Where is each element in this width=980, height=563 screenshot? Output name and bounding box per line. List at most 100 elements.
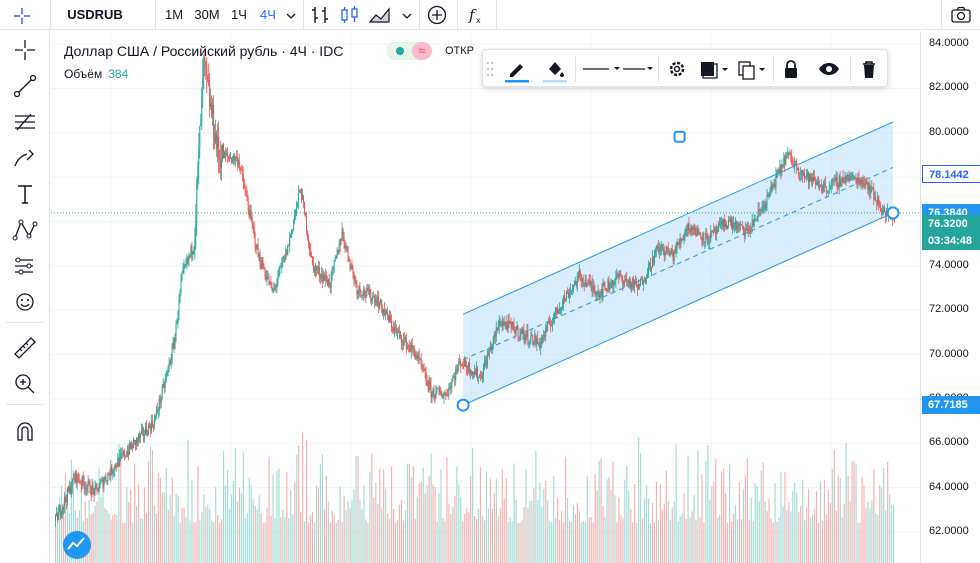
line-style-icon[interactable]: [579, 53, 623, 85]
candle-body: [370, 289, 372, 302]
volume-bar: [626, 465, 628, 563]
candle-body: [482, 368, 484, 377]
lock-icon[interactable]: [775, 53, 807, 85]
candle-body: [691, 226, 693, 230]
candle-body: [638, 284, 640, 290]
volume-bar: [802, 480, 804, 563]
candle-body: [246, 194, 248, 202]
candle-body: [580, 274, 582, 282]
line-width-icon[interactable]: [619, 53, 655, 85]
candle-body: [328, 279, 330, 287]
volume-bar: [541, 506, 543, 563]
status-dot-icon: [396, 47, 404, 55]
volume-bar: [343, 495, 345, 563]
candle-body: [158, 398, 160, 411]
settings-icon[interactable]: [661, 53, 693, 85]
add-indicator-icon[interactable]: [426, 5, 448, 27]
candle-body: [485, 361, 487, 366]
pattern-icon[interactable]: [9, 214, 41, 246]
prediction-icon[interactable]: [9, 250, 41, 282]
price-chart[interactable]: [51, 31, 920, 563]
symbol-search-button[interactable]: USDRUB: [67, 7, 123, 22]
volume-bar: [132, 522, 134, 563]
candle-body: [771, 185, 773, 189]
bar-chart-icon[interactable]: [310, 5, 332, 25]
candle-body: [96, 485, 98, 488]
volume-bar: [677, 521, 679, 563]
candle-body: [520, 330, 522, 335]
crosshair-icon[interactable]: [9, 34, 41, 66]
emoji-icon[interactable]: [9, 286, 41, 318]
volume-bar: [624, 479, 626, 563]
volume-bar: [365, 519, 367, 563]
area-chart-icon[interactable]: [368, 5, 392, 25]
candle-body: [200, 122, 202, 127]
pencil-icon[interactable]: [501, 53, 533, 85]
candle-body: [727, 220, 729, 226]
text-icon[interactable]: [9, 178, 41, 210]
volume-bar: [197, 465, 199, 563]
drag-handle-icon[interactable]: [486, 60, 494, 78]
volume-bar: [481, 515, 484, 563]
brush-icon[interactable]: [9, 142, 41, 174]
trash-icon[interactable]: [853, 53, 885, 85]
volume-bar: [746, 458, 748, 563]
candle-body: [284, 256, 286, 260]
candle-body: [423, 369, 425, 371]
clone-icon[interactable]: [733, 53, 769, 85]
volume-bar: [141, 518, 144, 563]
volume-bar: [562, 522, 565, 563]
interval-1h-button[interactable]: 1Ч: [231, 7, 247, 22]
interval-30m-button[interactable]: 30M: [194, 7, 220, 22]
zoom-in-icon[interactable]: [9, 368, 41, 400]
eye-icon[interactable]: [813, 53, 845, 85]
candle-body: [404, 336, 406, 340]
candle-body: [718, 223, 720, 232]
candle-body: [365, 294, 367, 296]
volume-bar: [420, 481, 422, 563]
fib-icon[interactable]: [9, 106, 41, 138]
ruler-icon[interactable]: [9, 332, 41, 364]
candle-body: [818, 186, 820, 188]
magnet-icon[interactable]: [9, 416, 41, 448]
candle-body: [551, 325, 553, 327]
template-icon[interactable]: [695, 53, 731, 85]
candle-body: [612, 279, 614, 286]
candle-body: [842, 177, 844, 183]
fill-icon[interactable]: [539, 53, 571, 85]
candle-body: [394, 327, 396, 329]
candle-body: [252, 223, 254, 228]
candle-body: [559, 308, 561, 310]
candle-body: [518, 336, 520, 338]
candle-body: [641, 279, 643, 281]
volume-bar: [304, 520, 306, 563]
candle-body: [439, 391, 441, 393]
function-icon[interactable]: f x: [466, 5, 486, 25]
candle-body: [654, 249, 656, 255]
price-axis[interactable]: 84.000082.000080.000078.000076.000074.00…: [920, 31, 980, 563]
volume-bar: [537, 500, 539, 563]
candle-body: [480, 375, 482, 379]
candle-body: [868, 183, 870, 190]
candle-body: [651, 256, 653, 268]
volume-bar: [683, 493, 685, 563]
candle-body: [672, 253, 674, 261]
volume-bar: [847, 475, 849, 563]
volume-bar: [406, 463, 409, 563]
interval-1m-button[interactable]: 1M: [164, 7, 184, 22]
volume-bar: [604, 516, 606, 563]
market-status-badge[interactable]: ≈: [386, 42, 432, 60]
candles-icon[interactable]: [339, 5, 361, 25]
tradingview-logo-icon[interactable]: [62, 530, 92, 560]
camera-icon[interactable]: [950, 6, 972, 24]
candle-body: [725, 223, 727, 227]
interval-4h-button[interactable]: 4Ч: [260, 7, 276, 22]
chevron-down-icon[interactable]: [285, 10, 297, 22]
candle-body: [529, 340, 531, 343]
chevron-down-icon[interactable]: [401, 10, 413, 22]
volume-bar: [483, 520, 486, 563]
trend-line-icon[interactable]: [9, 70, 41, 102]
candle-body: [321, 273, 323, 282]
crosshair-menu-icon[interactable]: [12, 6, 32, 26]
candle-body: [883, 207, 885, 211]
